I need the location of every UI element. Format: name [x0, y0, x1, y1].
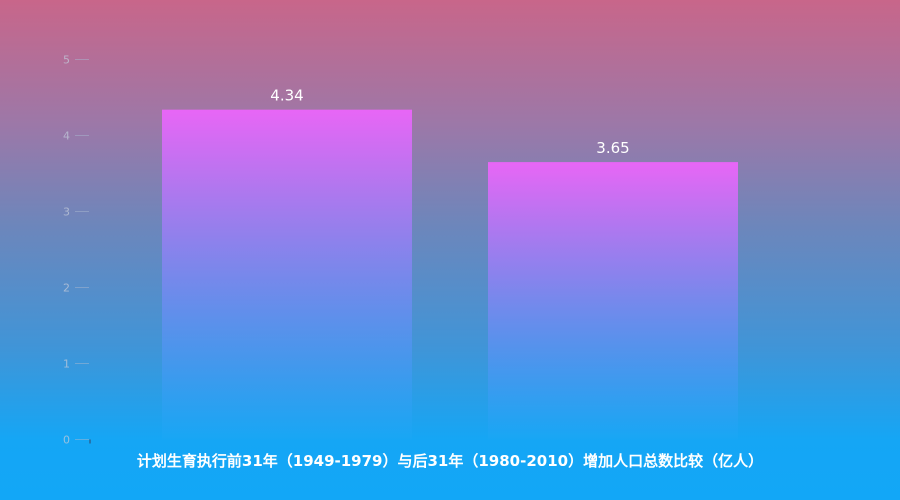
chart-title: 计划生育执行前31年（1949-1979）与后31年（1980-2010）增加人… — [0, 450, 900, 471]
bar-value-label: 4.34 — [270, 87, 303, 105]
bar[interactable] — [162, 110, 412, 440]
y-axis: 0 1 2 3 4 5 — [63, 54, 90, 447]
y-tick-label: 2 — [63, 282, 70, 295]
y-tick-label: 4 — [63, 130, 70, 143]
bar-value-label: 3.65 — [596, 139, 629, 157]
y-tick-label: 0 — [63, 434, 70, 447]
y-tick-label: 3 — [63, 206, 70, 219]
bar[interactable] — [488, 162, 738, 439]
bar-group — [162, 110, 738, 440]
y-tick-label: 1 — [63, 358, 70, 371]
y-tick-label: 5 — [63, 54, 70, 67]
